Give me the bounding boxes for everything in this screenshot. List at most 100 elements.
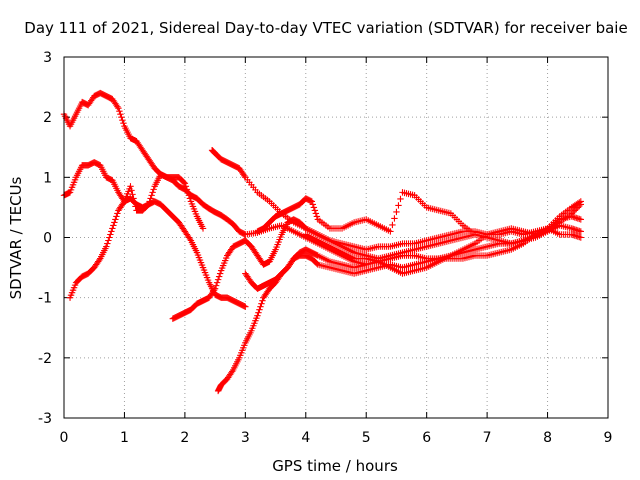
data-point — [395, 202, 402, 209]
data-point — [259, 297, 266, 304]
data-point — [109, 225, 116, 232]
data-point — [115, 104, 122, 112]
data-point — [312, 210, 320, 217]
data-point — [150, 186, 157, 193]
data-point — [114, 210, 121, 217]
x-tick-label: 5 — [362, 430, 371, 446]
data-point — [120, 199, 127, 207]
y-axis-title: SDTVAR / TECUs — [7, 176, 25, 299]
y-tick-label: 0 — [43, 231, 52, 247]
data-point — [183, 186, 191, 193]
data-point — [131, 199, 138, 206]
data-point — [309, 201, 317, 208]
data-point — [215, 273, 223, 280]
data-point — [111, 219, 118, 226]
data-point — [216, 270, 224, 277]
data-point — [210, 286, 218, 294]
y-tick-label: 2 — [43, 110, 52, 126]
data-point — [387, 228, 394, 235]
data-point — [313, 260, 321, 267]
data-point — [313, 213, 321, 220]
data-point — [107, 231, 114, 238]
data-point — [256, 306, 263, 313]
data-point — [258, 300, 265, 307]
data-point — [186, 235, 194, 243]
data-point — [182, 183, 190, 190]
data-point — [149, 189, 156, 196]
data-point — [212, 282, 220, 289]
data-point — [310, 204, 318, 211]
x-tick-label: 2 — [180, 430, 189, 446]
x-tick-label: 9 — [604, 430, 613, 446]
data-point — [127, 183, 134, 190]
data-point — [214, 276, 222, 283]
data-point — [311, 207, 319, 214]
data-point — [104, 240, 111, 247]
data-point — [147, 195, 154, 202]
data-point — [128, 187, 135, 194]
x-tick-label: 1 — [120, 430, 129, 446]
y-tick-label: -3 — [38, 411, 52, 427]
data-point — [113, 213, 120, 220]
data-point — [241, 172, 248, 180]
data-point — [129, 191, 136, 198]
data-point — [106, 234, 113, 241]
series-sat-d — [208, 147, 584, 253]
data-point — [577, 198, 584, 205]
y-tick-label: -2 — [38, 351, 52, 367]
data-point — [146, 198, 153, 205]
series-sat-i — [302, 222, 584, 277]
x-tick-label: 6 — [422, 430, 431, 446]
y-tick-label: -1 — [38, 291, 52, 307]
y-tick-label: 1 — [43, 170, 52, 186]
data-point — [397, 195, 404, 203]
data-point — [148, 192, 155, 199]
data-point — [130, 195, 137, 202]
data-point — [199, 225, 207, 232]
data-point — [391, 215, 398, 222]
x-tick-label: 3 — [241, 430, 250, 446]
data-point — [255, 309, 262, 316]
data-point — [120, 119, 127, 127]
data-point — [576, 199, 583, 206]
data-point — [242, 303, 249, 310]
data-point — [117, 110, 124, 118]
data-point — [577, 234, 584, 241]
data-point — [96, 256, 103, 264]
x-tick-label: 7 — [483, 430, 492, 446]
data-point — [108, 228, 115, 235]
data-point — [577, 216, 584, 223]
data-point — [181, 180, 189, 187]
data-point — [257, 303, 264, 310]
series-sat-c — [66, 171, 207, 301]
x-tick-label: 0 — [60, 430, 69, 446]
data-point — [132, 203, 139, 210]
data-point — [118, 113, 125, 121]
data-point — [114, 103, 121, 110]
x-tick-label: 8 — [543, 430, 552, 446]
data-point — [144, 202, 151, 209]
plot-frame — [63, 56, 609, 419]
data-point — [185, 192, 193, 199]
data-point — [145, 201, 152, 208]
data-point — [186, 195, 194, 202]
y-tick-labels: -3 -2 -1 0 1 2 3 — [38, 50, 52, 427]
data-series — [60, 89, 584, 395]
data-point — [119, 116, 126, 124]
data-point — [389, 221, 396, 229]
x-tick-label: 4 — [301, 430, 310, 446]
x-tick-labels: 0 1 2 3 4 5 6 7 8 9 — [60, 430, 613, 446]
y-tick-label: 3 — [43, 50, 52, 66]
data-point — [112, 216, 119, 223]
data-point — [105, 237, 112, 244]
data-point — [577, 228, 584, 235]
data-point — [213, 279, 221, 286]
data-point — [254, 312, 261, 319]
data-point — [103, 243, 110, 250]
data-point — [110, 222, 117, 229]
data-point — [184, 189, 192, 196]
data-point — [211, 285, 219, 292]
data-point — [308, 198, 316, 205]
x-axis-title: GPS time / hours — [272, 457, 398, 475]
data-point — [393, 208, 400, 216]
